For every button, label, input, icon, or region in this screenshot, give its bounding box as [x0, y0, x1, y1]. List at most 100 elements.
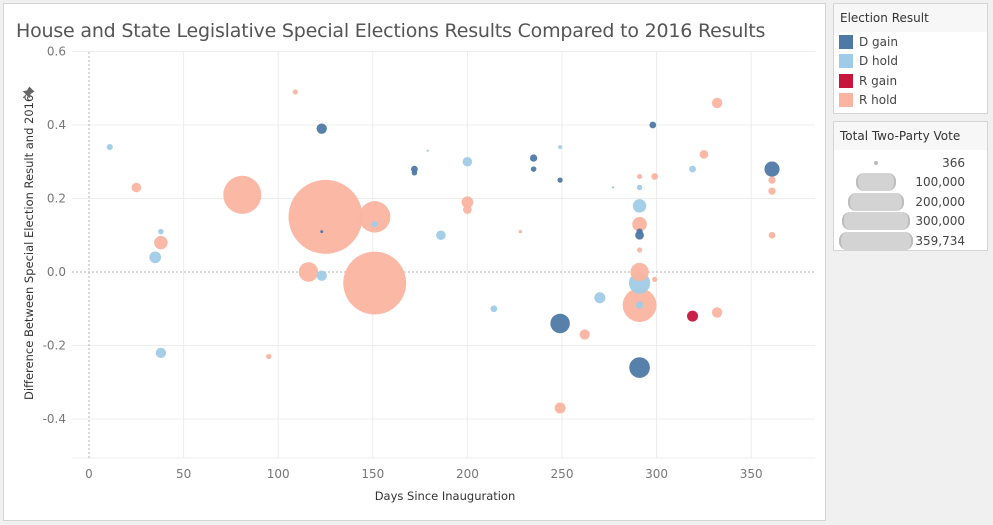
size-swatch: [839, 231, 913, 250]
size-legend-item[interactable]: 359,734: [834, 231, 987, 251]
data-point[interactable]: [635, 301, 644, 309]
color-swatch: [839, 73, 853, 88]
data-point[interactable]: [411, 170, 418, 176]
color-legend-item[interactable]: D gain: [834, 32, 987, 52]
data-point[interactable]: [636, 173, 643, 180]
data-point[interactable]: [149, 251, 162, 264]
data-point[interactable]: [436, 230, 446, 241]
data-point[interactable]: [461, 196, 474, 209]
size-legend-label: 366: [942, 156, 965, 170]
data-point[interactable]: [558, 145, 563, 150]
y-axis-title: Difference Between Special Election Resu…: [22, 95, 36, 400]
color-swatch: [839, 34, 853, 49]
data-point[interactable]: [687, 310, 699, 322]
data-point[interactable]: [594, 292, 606, 304]
size-legend-item[interactable]: 200,000: [834, 192, 987, 212]
data-point[interactable]: [632, 216, 647, 232]
data-point[interactable]: [632, 199, 647, 213]
data-point[interactable]: [636, 184, 643, 191]
color-legend-label: D hold: [859, 54, 898, 69]
data-point[interactable]: [106, 143, 113, 151]
x-tick-label: 200: [456, 467, 479, 481]
data-point[interactable]: [711, 97, 723, 109]
data-point[interactable]: [554, 402, 566, 414]
color-legend-title: Election Result: [834, 4, 987, 32]
data-point[interactable]: [371, 221, 378, 228]
size-swatch: [848, 192, 904, 211]
data-point[interactable]: [651, 173, 659, 180]
data-point[interactable]: [557, 177, 563, 183]
x-tick-label: 0: [85, 467, 93, 481]
color-legend-item[interactable]: R hold: [834, 91, 987, 111]
data-point[interactable]: [649, 121, 657, 129]
data-point[interactable]: [316, 123, 327, 134]
data-point[interactable]: [689, 165, 696, 173]
data-point[interactable]: [292, 89, 298, 95]
data-point[interactable]: [298, 262, 319, 282]
x-tick-label: 150: [361, 467, 384, 481]
data-point[interactable]: [343, 251, 407, 315]
data-point[interactable]: [711, 307, 723, 318]
data-point[interactable]: [529, 154, 538, 162]
data-point[interactable]: [316, 270, 327, 281]
data-point[interactable]: [652, 276, 658, 282]
x-tick-label: 50: [176, 467, 191, 481]
data-point[interactable]: [288, 179, 363, 254]
x-tick-label: 300: [645, 467, 668, 481]
x-tick-label: 350: [740, 467, 763, 481]
data-point[interactable]: [611, 186, 615, 189]
color-legend-item[interactable]: R gain: [834, 71, 987, 91]
color-legend-item[interactable]: D hold: [834, 52, 987, 72]
data-point[interactable]: [358, 201, 391, 233]
color-swatch: [839, 93, 853, 108]
data-point[interactable]: [158, 228, 164, 235]
size-swatch: [874, 161, 878, 165]
data-point[interactable]: [490, 305, 498, 313]
y-tick-label: 0.4: [47, 118, 66, 132]
size-swatch: [842, 212, 910, 231]
size-legend-label: 359,734: [915, 233, 965, 248]
chart-title: House and State Legislative Special Elec…: [16, 20, 766, 42]
data-point[interactable]: [636, 228, 643, 235]
color-legend-label: R hold: [859, 93, 898, 108]
data-point[interactable]: [768, 176, 776, 184]
data-point[interactable]: [630, 262, 649, 282]
data-point[interactable]: [266, 353, 272, 360]
x-tick-label: 100: [267, 467, 290, 481]
size-legend-label: 100,000: [915, 175, 965, 190]
size-legend-item[interactable]: 366: [834, 154, 987, 173]
pin-icon[interactable]: [20, 86, 35, 101]
y-axis-ticks: -0.4 -0.2 0.0 0.2 0.4 0.6: [43, 45, 66, 427]
y-tick-label: -0.4: [43, 412, 66, 426]
data-point[interactable]: [636, 247, 643, 253]
size-swatch: [856, 173, 896, 192]
data-point[interactable]: [530, 166, 537, 172]
data-point[interactable]: [550, 313, 570, 334]
data-point[interactable]: [629, 357, 650, 378]
data-point[interactable]: [131, 182, 142, 193]
color-legend-label: R gain: [859, 73, 898, 88]
size-legend-item[interactable]: 100,000: [834, 173, 987, 192]
x-axis-ticks: 0 50 100 150 200 250 300 350: [85, 467, 762, 481]
size-legend-label: 200,000: [915, 194, 965, 209]
gridlines: [72, 51, 815, 459]
data-point[interactable]: [518, 229, 523, 234]
data-point[interactable]: [579, 329, 590, 340]
size-legend-title: Total Two-Party Vote: [834, 122, 987, 150]
data-point[interactable]: [463, 205, 472, 214]
data-point[interactable]: [699, 150, 709, 159]
data-point[interactable]: [768, 231, 776, 239]
data-point[interactable]: [155, 347, 167, 359]
scatter-chart: -0.4 -0.2 0.0 0.2 0.4 0.6 0 50 100 150 200 250 300 3…: [20, 45, 815, 503]
data-point[interactable]: [154, 235, 168, 250]
color-legend: Election Result D gain D hold R gain R hold: [833, 3, 988, 114]
color-legend-label: D gain: [859, 34, 898, 49]
data-point[interactable]: [320, 230, 324, 234]
size-legend-label: 300,000: [915, 214, 965, 229]
size-legend-item[interactable]: 300,000: [834, 212, 987, 231]
data-point[interactable]: [768, 187, 776, 195]
data-point[interactable]: [426, 149, 429, 152]
data-point[interactable]: [462, 156, 473, 167]
data-point[interactable]: [764, 161, 780, 177]
data-point[interactable]: [223, 175, 262, 214]
